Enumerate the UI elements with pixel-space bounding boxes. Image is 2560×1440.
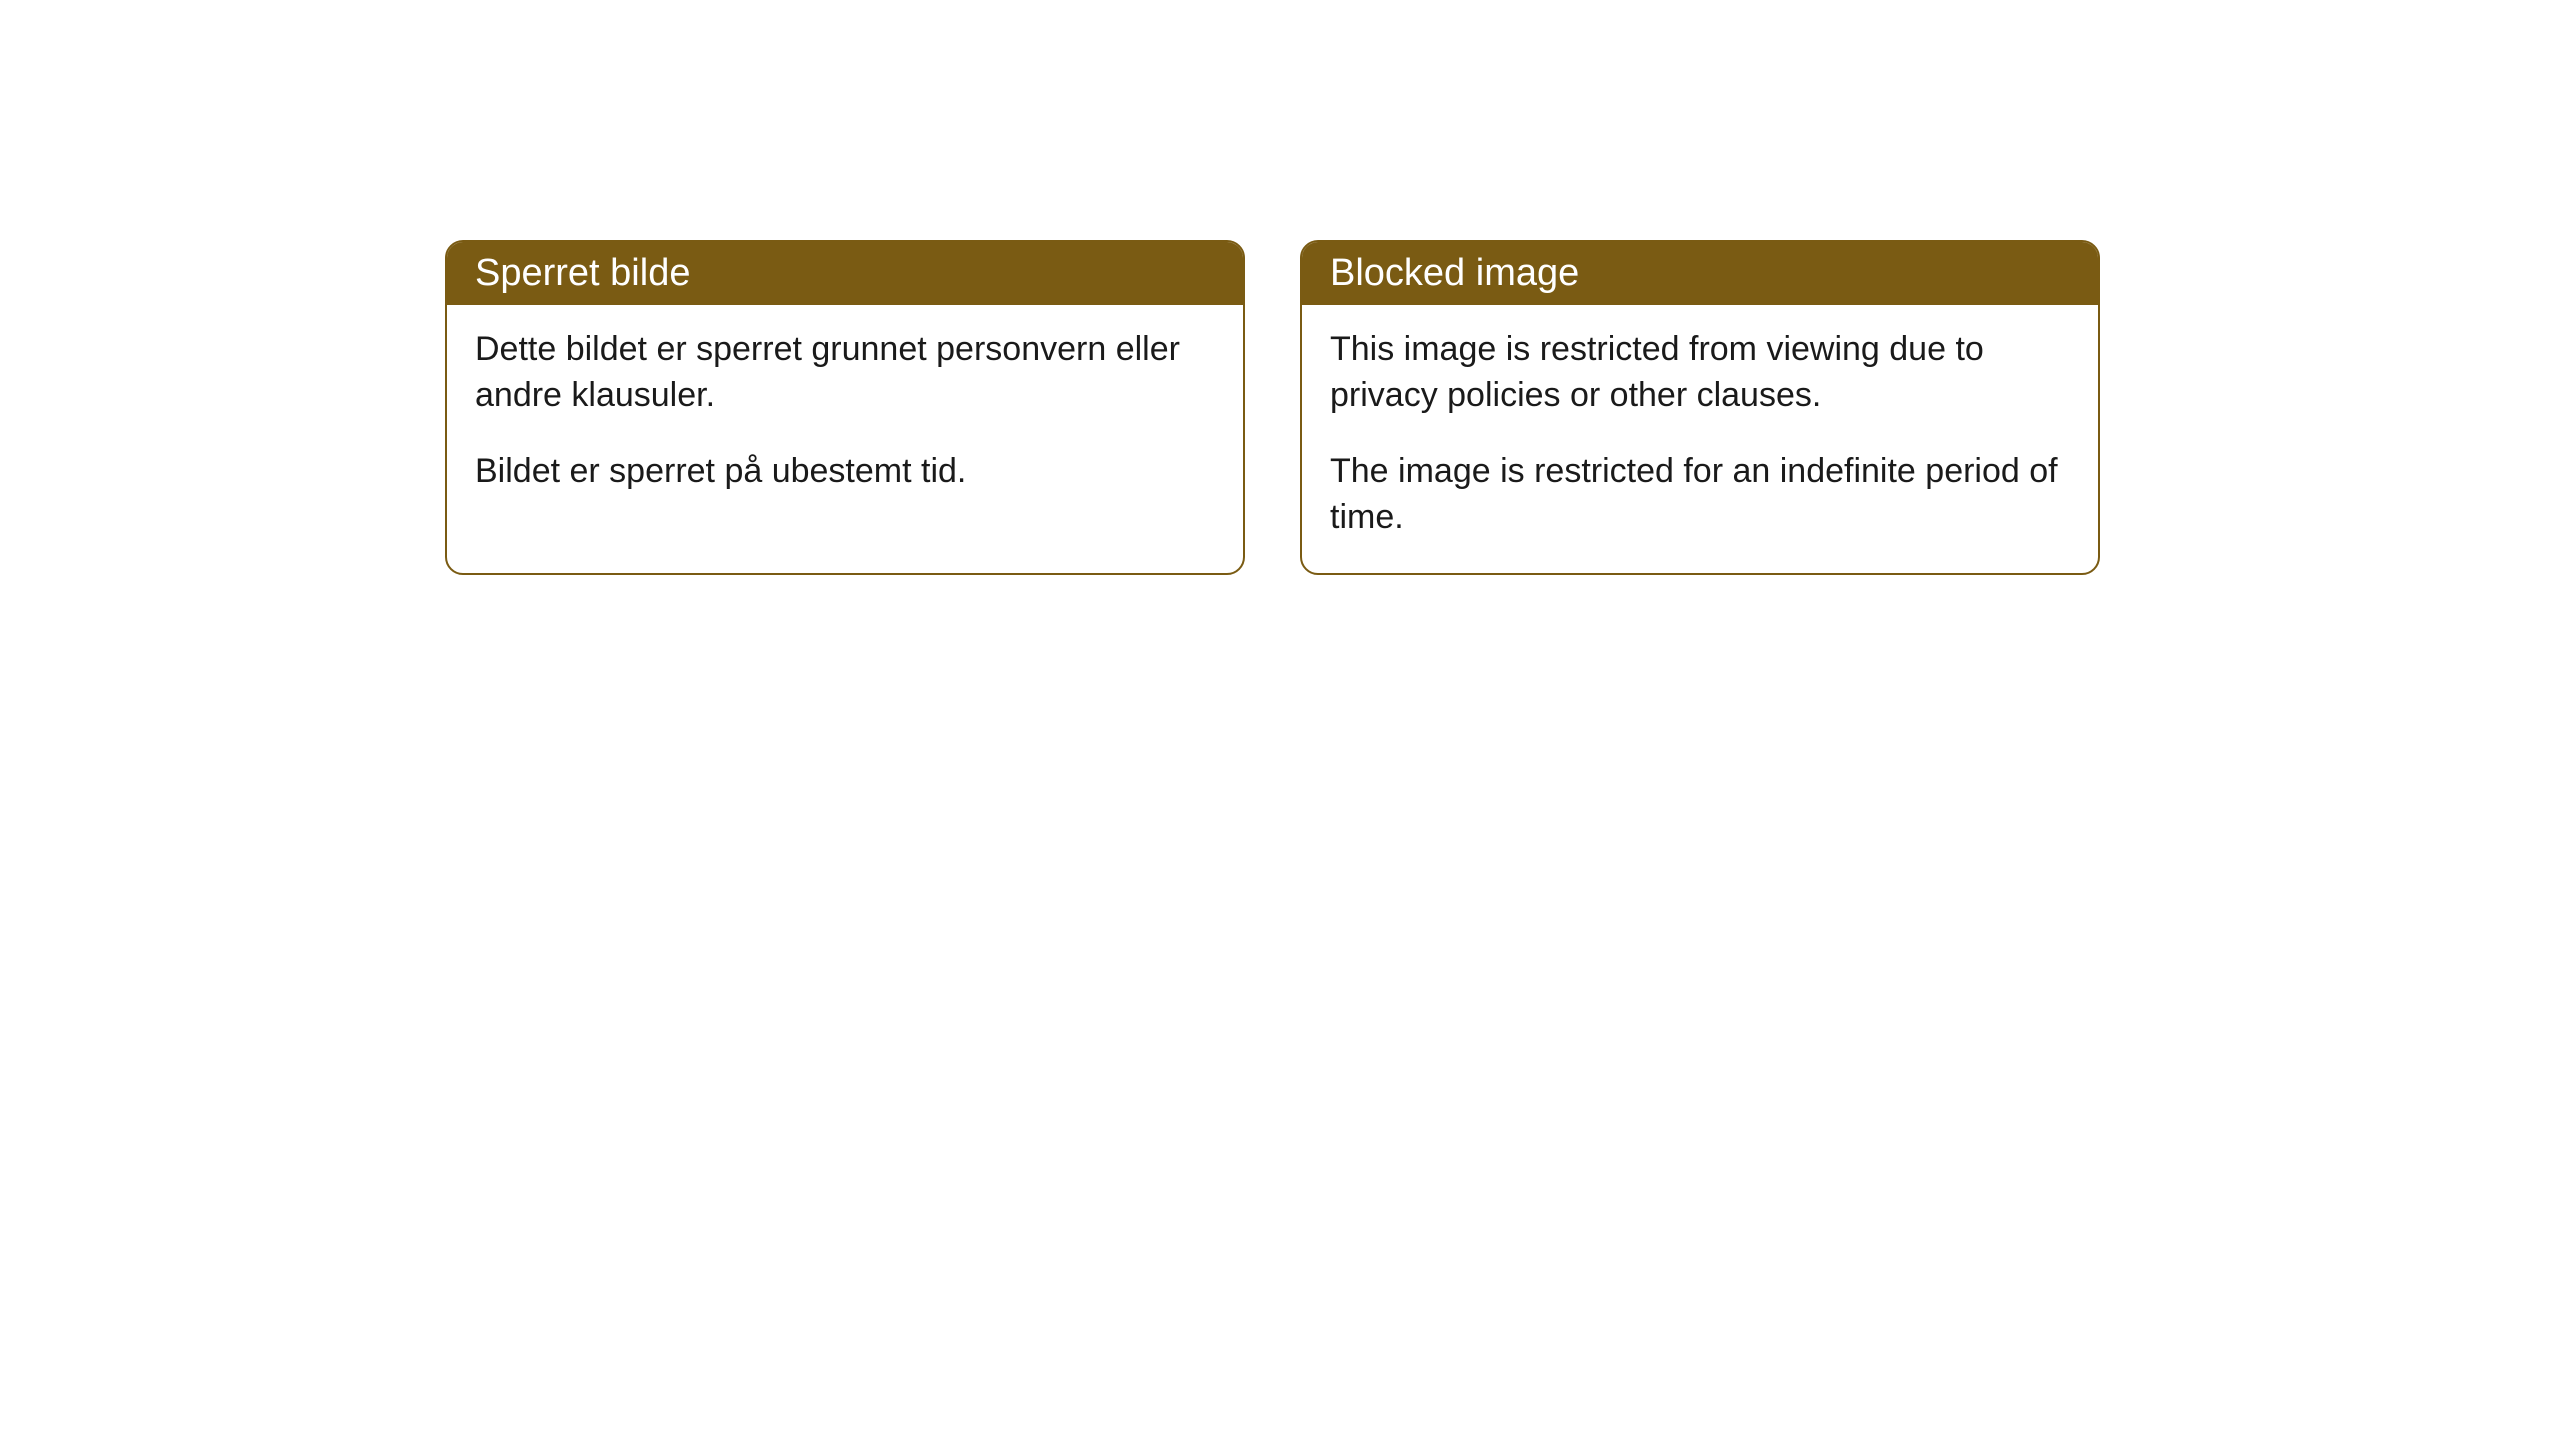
card-title-no: Sperret bilde xyxy=(475,252,690,294)
blocked-image-card-no: Sperret bilde Dette bildet er sperret gr… xyxy=(445,240,1245,575)
card-paragraph-2-en: The image is restricted for an indefinit… xyxy=(1330,449,2070,541)
card-header-no: Sperret bilde xyxy=(447,242,1243,305)
blocked-image-card-en: Blocked image This image is restricted f… xyxy=(1300,240,2100,575)
card-header-en: Blocked image xyxy=(1302,242,2098,305)
notice-container: Sperret bilde Dette bildet er sperret gr… xyxy=(0,0,2560,575)
card-paragraph-1-en: This image is restricted from viewing du… xyxy=(1330,327,2070,419)
card-title-en: Blocked image xyxy=(1330,252,1579,294)
card-body-no: Dette bildet er sperret grunnet personve… xyxy=(447,305,1243,527)
card-paragraph-2-no: Bildet er sperret på ubestemt tid. xyxy=(475,449,1215,495)
card-body-en: This image is restricted from viewing du… xyxy=(1302,305,2098,573)
card-paragraph-1-no: Dette bildet er sperret grunnet personve… xyxy=(475,327,1215,419)
